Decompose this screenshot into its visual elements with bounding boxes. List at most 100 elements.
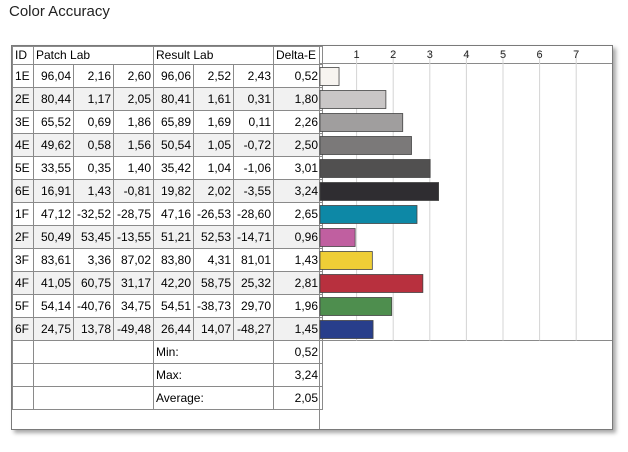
patch-lab-value: 13,78 — [73, 317, 114, 341]
summary-row: Min: 0,52 — [12, 340, 323, 364]
delta-e-value: 2,26 — [273, 110, 323, 134]
result-lab-value: 1,69 — [193, 110, 234, 134]
patch-lab-value: 83,61 — [33, 248, 74, 272]
table-row: 4E 49,62 0,58 1,56 50,54 1,05 -0,72 2,50 — [12, 133, 323, 157]
patch-lab-value: 1,86 — [113, 110, 154, 134]
patch-lab-value: 41,05 — [33, 271, 74, 295]
result-lab-value: 1,04 — [193, 156, 234, 180]
result-lab-value: 1,05 — [193, 133, 234, 157]
table-header-row: ID Patch Lab Result Lab Delta-E — [12, 46, 323, 65]
patch-lab-value: 60,75 — [73, 271, 114, 295]
bar-6E — [319, 182, 439, 201]
bar-6F — [319, 320, 374, 339]
patch-lab-value: 0,35 — [73, 156, 114, 180]
delta-e-value: 1,80 — [273, 87, 323, 111]
table-row: 6F 24,75 13,78 -49,48 26,44 14,07 -48,27 1,45 — [12, 317, 323, 341]
result-lab-value: 4,31 — [193, 248, 234, 272]
table-row: 5E 33,55 0,35 1,40 35,42 1,04 -1,06 3,01 — [12, 156, 323, 180]
x-tick-label: 4 — [463, 49, 469, 61]
chart-title: Color Accuracy — [9, 3, 110, 20]
result-lab-value: 29,70 — [233, 294, 274, 318]
summary-empty — [33, 386, 154, 410]
result-lab-value: 0,31 — [233, 87, 274, 111]
bar-2E — [319, 90, 387, 109]
row-id: 2E — [12, 87, 34, 111]
bar-5F — [319, 297, 393, 316]
patch-lab-value: -28,75 — [113, 202, 154, 226]
result-lab-value: -26,53 — [193, 202, 234, 226]
bar-2F — [319, 228, 356, 247]
summary-empty — [12, 386, 34, 410]
patch-lab-value: 1,40 — [113, 156, 154, 180]
result-lab-value: 83,80 — [153, 248, 194, 272]
row-id: 3F — [12, 248, 34, 272]
summary-empty — [12, 363, 34, 387]
patch-lab-value: -32,52 — [73, 202, 114, 226]
result-lab-value: -28,60 — [233, 202, 274, 226]
table-row: 1F 47,12 -32,52 -28,75 47,16 -26,53 -28,60 2,65 — [12, 202, 323, 226]
bar-4E — [319, 136, 412, 155]
result-lab-value: -0,72 — [233, 133, 274, 157]
delta-e-value: 1,43 — [273, 248, 323, 272]
delta-e-value: 3,01 — [273, 156, 323, 180]
header-patch-lab: Patch Lab — [33, 46, 154, 65]
patch-lab-value: -0,81 — [113, 179, 154, 203]
patch-lab-value: 87,02 — [113, 248, 154, 272]
result-lab-value: 52,53 — [193, 225, 234, 249]
patch-lab-value: 54,14 — [33, 294, 74, 318]
bar-3F — [319, 251, 373, 270]
patch-lab-value: 96,04 — [33, 64, 74, 88]
result-lab-value: -14,71 — [233, 225, 274, 249]
summary-empty — [33, 363, 154, 387]
result-lab-value: 51,21 — [153, 225, 194, 249]
summary-label: Average: — [153, 386, 274, 410]
patch-lab-value: 53,45 — [73, 225, 114, 249]
row-id: 6F — [12, 317, 34, 341]
result-lab-value: 26,44 — [153, 317, 194, 341]
summary-empty — [33, 340, 154, 364]
patch-lab-value: 80,44 — [33, 87, 74, 111]
result-lab-value: -38,73 — [193, 294, 234, 318]
patch-lab-value: 2,60 — [113, 64, 154, 88]
header-delta-e: Delta-E — [273, 46, 323, 65]
patch-lab-value: 0,58 — [73, 133, 114, 157]
result-lab-value: 19,82 — [153, 179, 194, 203]
row-id: 3E — [12, 110, 34, 134]
x-tick-label: 1 — [354, 49, 360, 61]
row-id: 1F — [12, 202, 34, 226]
summary-row: Max: 3,24 — [12, 363, 323, 387]
result-lab-value: 65,89 — [153, 110, 194, 134]
result-lab-value: 2,52 — [193, 64, 234, 88]
patch-lab-value: -40,76 — [73, 294, 114, 318]
delta-e-bar-chart: 1 2 3 4 5 6 7 — [319, 46, 612, 429]
table-row: 3E 65,52 0,69 1,86 65,89 1,69 0,11 2,26 — [12, 110, 323, 134]
delta-e-value: 2,65 — [273, 202, 323, 226]
result-lab-value: 81,01 — [233, 248, 274, 272]
bar-3E — [319, 113, 404, 132]
patch-lab-value: 65,52 — [33, 110, 74, 134]
patch-lab-value: 24,75 — [33, 317, 74, 341]
delta-e-value: 1,96 — [273, 294, 323, 318]
summary-value: 3,24 — [273, 363, 323, 387]
result-lab-value: 35,42 — [153, 156, 194, 180]
result-lab-value: 0,11 — [233, 110, 274, 134]
result-lab-value: -48,27 — [233, 317, 274, 341]
delta-e-value: 0,96 — [273, 225, 323, 249]
header-id: ID — [12, 46, 34, 65]
x-tick-label: 7 — [573, 49, 579, 61]
patch-lab-value: 47,12 — [33, 202, 74, 226]
bar-1E — [319, 67, 340, 86]
bar-5E — [319, 159, 431, 178]
color-accuracy-panel: ID Patch Lab Result Lab Delta-E 1E 96,04 2… — [11, 45, 613, 430]
summary-empty — [12, 340, 34, 364]
x-tick-label: 5 — [500, 49, 506, 61]
patch-lab-value: -49,48 — [113, 317, 154, 341]
table-row: 2F 50,49 53,45 -13,55 51,21 52,53 -14,71 0,96 — [12, 225, 323, 249]
patch-lab-value: 1,17 — [73, 87, 114, 111]
patch-lab-value: 31,17 — [113, 271, 154, 295]
patch-lab-value: 1,56 — [113, 133, 154, 157]
result-lab-value: 47,16 — [153, 202, 194, 226]
result-lab-value: 80,41 — [153, 87, 194, 111]
table-row: 6E 16,91 1,43 -0,81 19,82 2,02 -3,55 3,24 — [12, 179, 323, 203]
row-id: 5F — [12, 294, 34, 318]
